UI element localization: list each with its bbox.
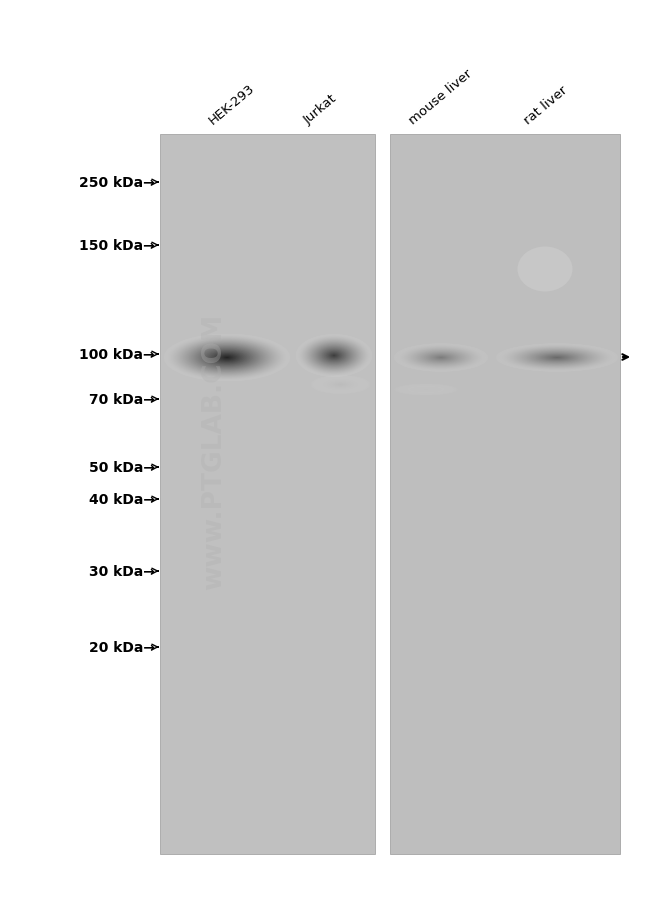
Text: 40 kDa→: 40 kDa→ <box>89 492 155 506</box>
Text: 20 kDa→: 20 kDa→ <box>89 640 155 654</box>
Text: 70 kDa→: 70 kDa→ <box>89 392 155 407</box>
Ellipse shape <box>517 247 573 292</box>
Text: HEK-293: HEK-293 <box>207 81 257 127</box>
Text: mouse liver: mouse liver <box>407 67 474 127</box>
Text: 30 kDa→: 30 kDa→ <box>89 565 155 578</box>
Text: 250 kDa→: 250 kDa→ <box>79 176 155 189</box>
Bar <box>390 135 620 854</box>
Text: Jurkat: Jurkat <box>302 92 340 127</box>
Text: rat liver: rat liver <box>522 83 570 127</box>
Text: www.PTGLAB.COM: www.PTGLAB.COM <box>202 313 228 589</box>
Text: 150 kDa→: 150 kDa→ <box>79 239 155 253</box>
Text: 100 kDa→: 100 kDa→ <box>79 347 155 362</box>
Bar <box>160 135 375 854</box>
Text: 50 kDa→: 50 kDa→ <box>89 461 155 474</box>
